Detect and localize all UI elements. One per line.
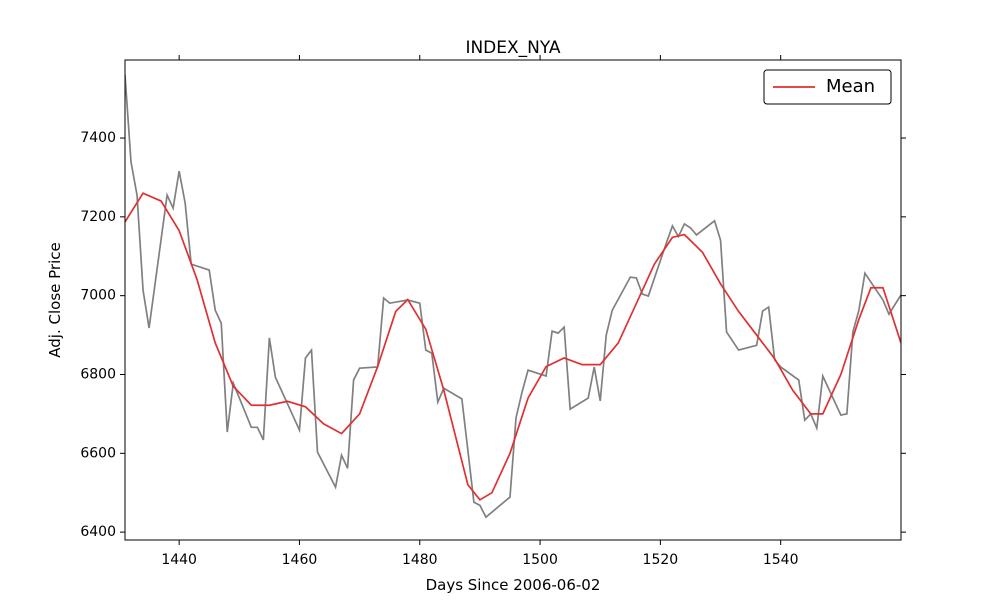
x-tick-label: 1500 xyxy=(522,552,558,568)
y-tick-label: 7400 xyxy=(80,130,116,146)
x-tick-label: 1480 xyxy=(402,552,438,568)
plot-frame xyxy=(124,59,902,541)
legend-box xyxy=(763,69,892,105)
y-axis-label: Adj. Close Price xyxy=(46,242,64,357)
x-tick-label: 1440 xyxy=(161,552,197,568)
x-tick-label: 1460 xyxy=(282,552,318,568)
chart-title: INDEX_NYA xyxy=(465,38,560,58)
x-axis-label: Days Since 2006-06-02 xyxy=(426,576,601,594)
y-tick-label: 7200 xyxy=(80,209,116,225)
y-tick-label: 6600 xyxy=(80,445,116,461)
series-line xyxy=(125,74,901,519)
y-tick-label: 6400 xyxy=(80,524,116,540)
y-tick-label: 6800 xyxy=(80,366,116,382)
x-tick-label: 1520 xyxy=(643,552,679,568)
series-line xyxy=(125,192,901,501)
y-tick-label: 7000 xyxy=(80,288,116,304)
x-tick-label: 1540 xyxy=(763,552,799,568)
legend-label: Mean xyxy=(826,76,875,97)
